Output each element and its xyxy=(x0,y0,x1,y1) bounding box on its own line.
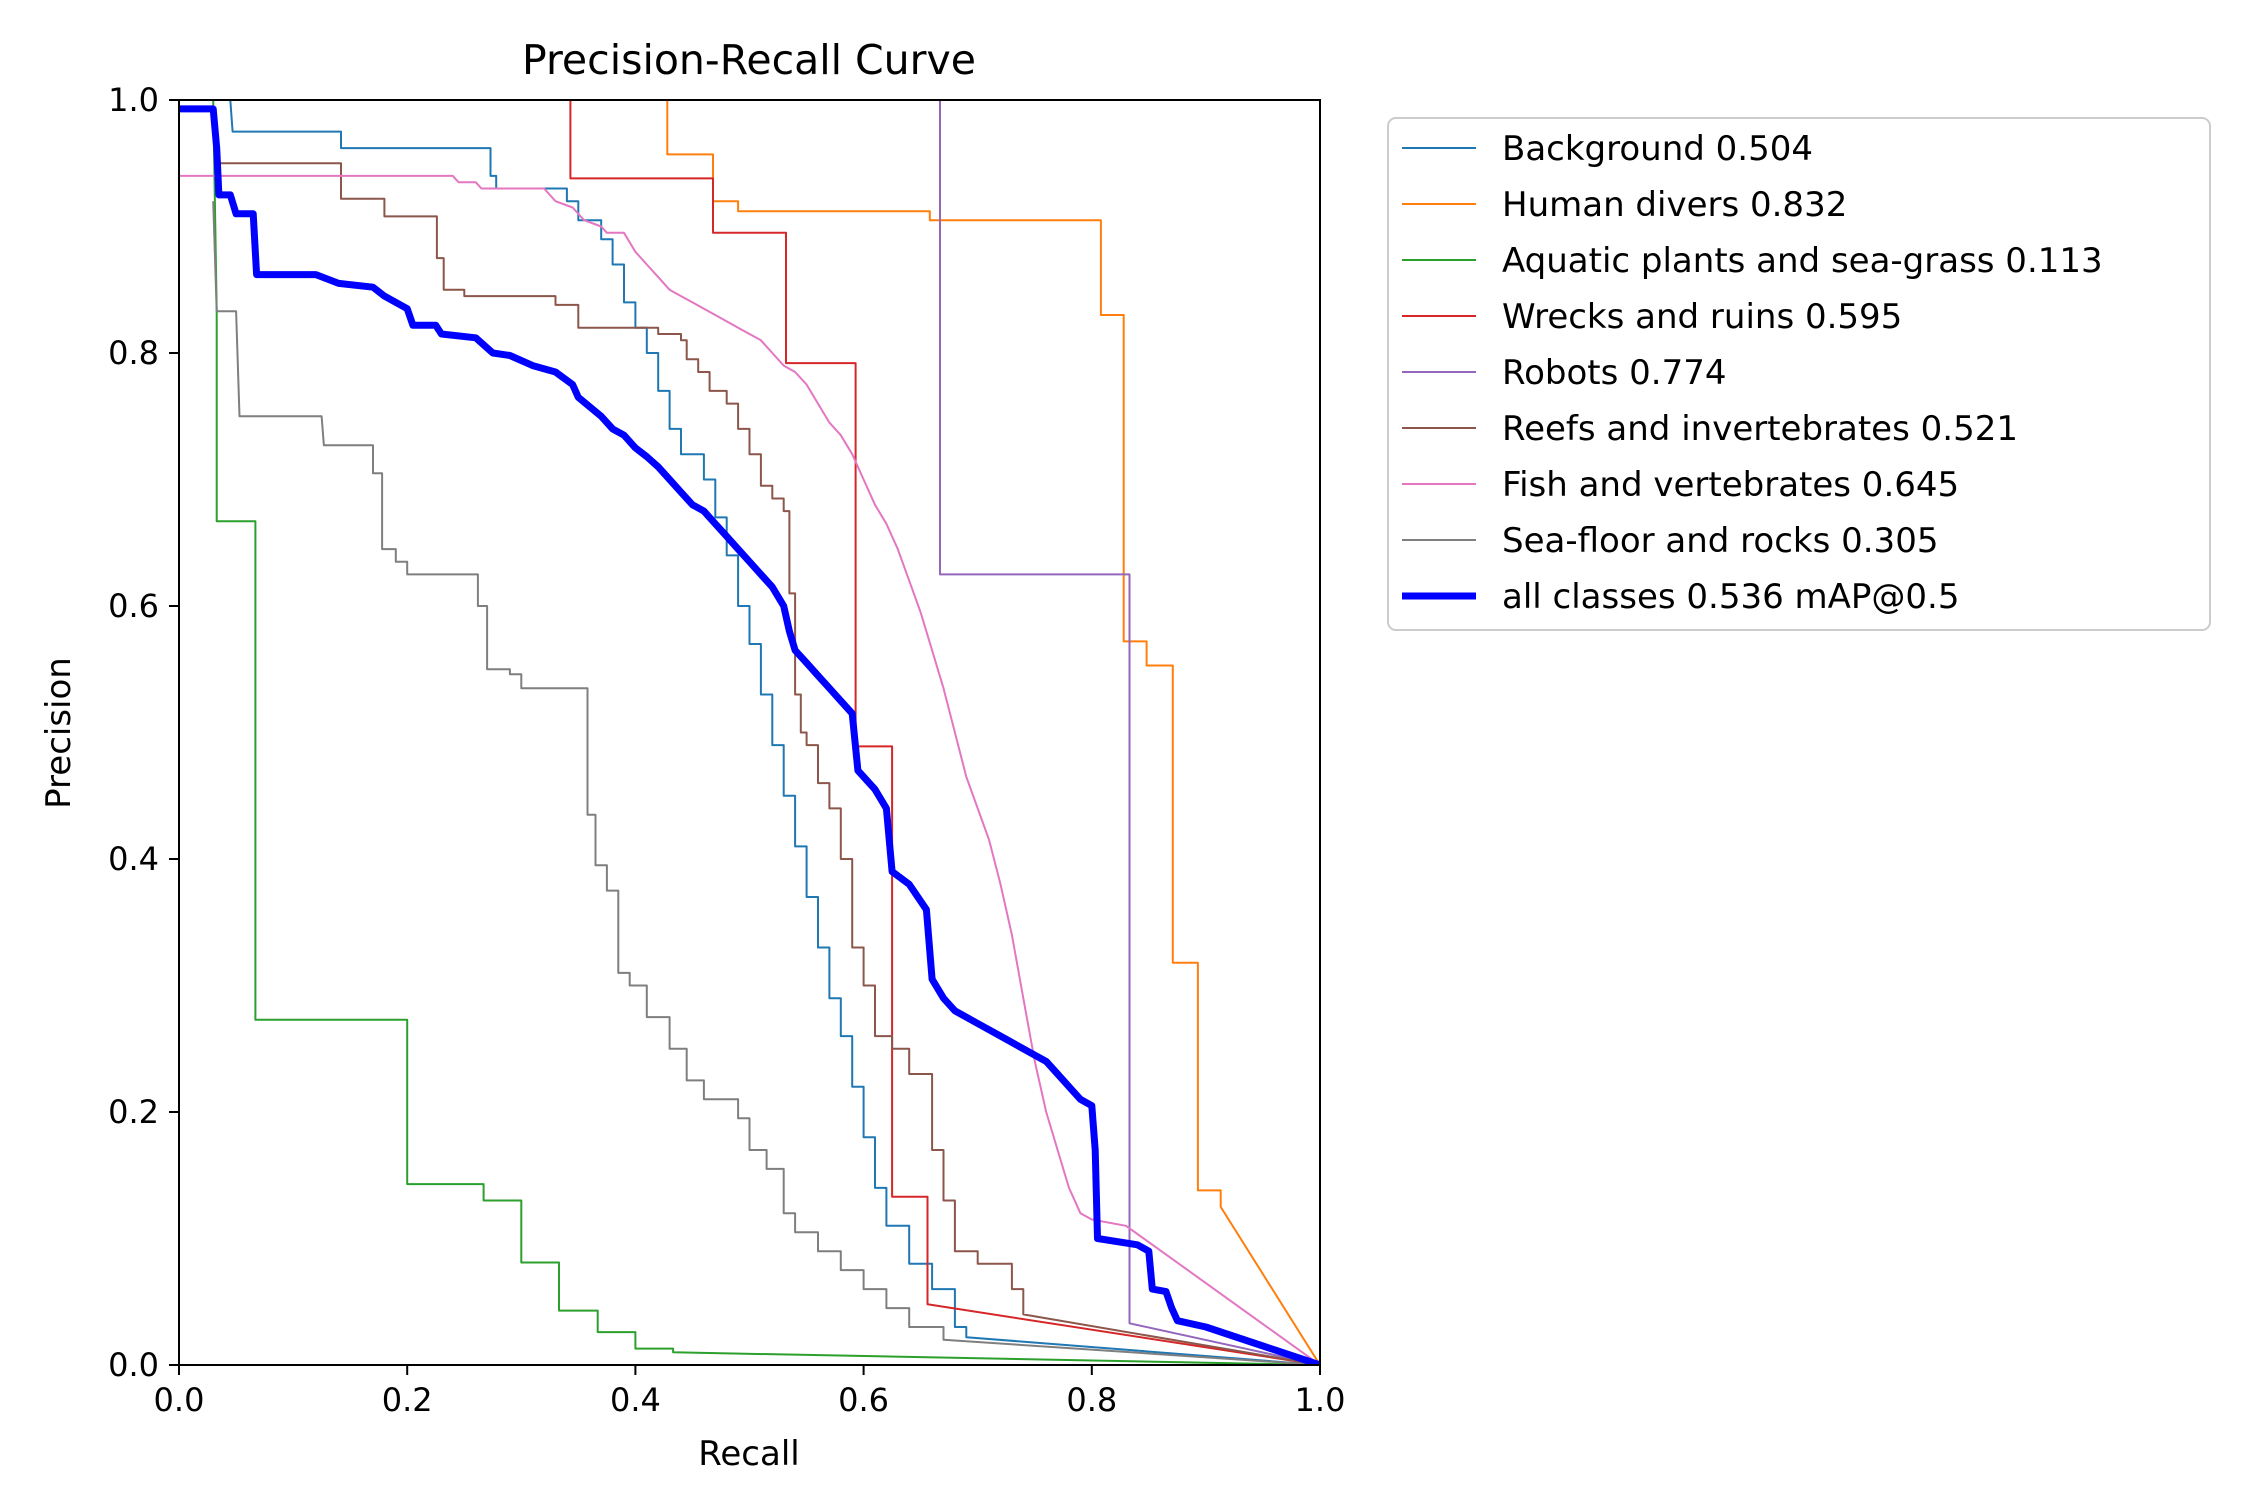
y-tick-label: 0.0 xyxy=(108,1346,159,1384)
chart-title: Precision-Recall Curve xyxy=(522,36,976,84)
legend-label: Background 0.504 xyxy=(1502,129,1813,169)
series-line-8 xyxy=(179,105,1320,1365)
series-line-2 xyxy=(212,100,1320,1365)
series-line-3 xyxy=(569,100,1320,1365)
legend-frame xyxy=(1387,117,2211,631)
x-tick-label: 1.0 xyxy=(1295,1381,1346,1419)
y-tick-label: 0.2 xyxy=(108,1093,159,1131)
series-line-4 xyxy=(939,100,1320,1365)
series-layer xyxy=(179,100,1320,1365)
x-tick-label: 0.6 xyxy=(838,1381,889,1419)
legend-label: Sea-floor and rocks 0.305 xyxy=(1502,521,1938,561)
legend-items: Background 0.504 Human divers 0.832 Aquati… xyxy=(1402,129,2103,617)
y-tick-label: 1.0 xyxy=(108,81,159,119)
legend-label: Robots 0.774 xyxy=(1502,353,1726,393)
y-axis-title: Precision xyxy=(39,657,79,809)
series-line-5 xyxy=(216,162,1320,1365)
x-tick-label: 0.8 xyxy=(1066,1381,1117,1419)
x-tick-label: 0.0 xyxy=(154,1381,205,1419)
y-tick-label: 0.6 xyxy=(108,587,159,625)
series-line-0 xyxy=(179,100,1320,1365)
legend-label: Fish and vertebrates 0.645 xyxy=(1502,465,1959,505)
legend-label: Wrecks and ruins 0.595 xyxy=(1502,297,1902,337)
plot-frame xyxy=(178,99,1321,1366)
y-axis: 0.0 0.2 0.4 0.6 0.8 1.0 xyxy=(108,81,179,1384)
series-line-6 xyxy=(179,174,1320,1365)
y-tick-label: 0.8 xyxy=(108,334,159,372)
x-tick-label: 0.4 xyxy=(610,1381,661,1419)
x-axis-title: Recall xyxy=(698,1434,799,1474)
x-tick-label: 0.2 xyxy=(382,1381,433,1419)
series-line-7 xyxy=(212,201,1320,1365)
x-axis: 0.0 0.2 0.4 0.6 0.8 1.0 xyxy=(154,1365,1346,1419)
legend-label: Human divers 0.832 xyxy=(1502,185,1847,225)
legend-label: all classes 0.536 mAP@0.5 xyxy=(1502,577,1959,617)
legend-label: Reefs and invertebrates 0.521 xyxy=(1502,409,2018,449)
legend-label: Aquatic plants and sea-grass 0.113 xyxy=(1502,241,2103,281)
legend: Background 0.504 Human divers 0.832 Aquati… xyxy=(1387,117,2211,631)
y-tick-label: 0.4 xyxy=(108,840,159,878)
